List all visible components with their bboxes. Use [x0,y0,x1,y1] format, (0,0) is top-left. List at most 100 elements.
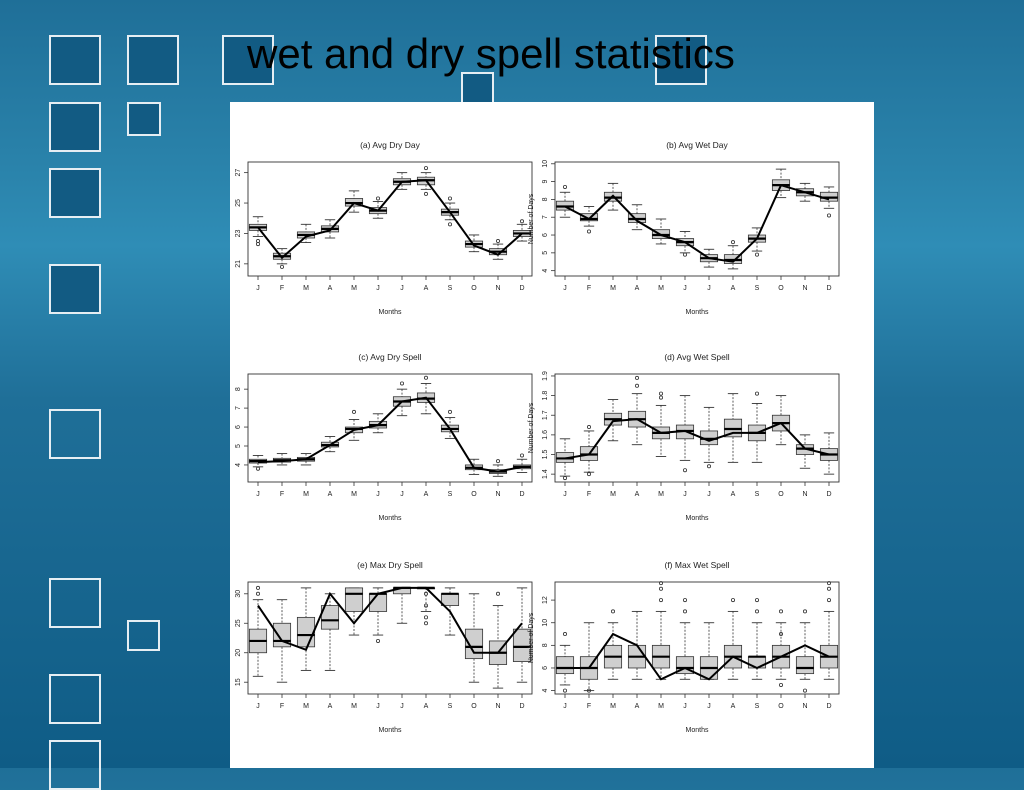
y-tick-label: 8 [542,197,549,201]
outlier-point [447,196,452,201]
x-tick-label: A [635,703,640,710]
y-tick-label: 1.6 [542,430,549,440]
outlier-point [423,615,428,620]
chart-title: (a) Avg Dry Day [360,140,421,150]
outlier-point [255,591,260,596]
y-tick-label: 12 [542,596,549,604]
box-J [248,585,268,677]
box-J [392,586,412,624]
x-tick-label: M [610,285,616,292]
box-O [464,593,484,683]
outlier-point [423,621,428,626]
x-axis-label: Months [686,515,709,522]
box-J [248,455,268,471]
x-tick-label: F [587,285,591,292]
box-O [771,609,791,687]
box-S [747,227,767,257]
x-axis-label: Months [686,727,709,734]
box-iqr [555,656,575,675]
outlier-point [255,585,260,590]
outlier-point [519,219,524,224]
outlier-point [827,598,832,603]
box-J [392,381,412,417]
x-tick-label: M [610,703,616,710]
outlier-point [495,459,500,464]
x-axis-label: Months [686,309,709,316]
y-tick-label: 8 [542,643,549,647]
x-tick-label: S [755,491,760,498]
x-tick-label: J [400,491,404,498]
x-tick-label: A [731,703,736,710]
observed-line [257,179,523,260]
box-J [699,622,719,680]
chart-2: (b) Avg Wet Day Number of Days Months 4 5 6 7 8… [528,140,840,316]
outlier-point [658,598,663,603]
x-tick-label: S [448,703,453,710]
outlier-point [255,466,260,471]
box-O [771,168,791,199]
y-tick-label: 15 [235,678,242,686]
x-tick-label: J [707,491,711,498]
outlier-point [730,598,735,603]
box-A [627,375,647,446]
x-axis-label: Months [379,515,402,522]
x-tick-label: M [658,703,664,710]
outlier-point [755,598,760,603]
x-tick-label: N [495,703,500,710]
box-M [344,587,364,636]
outlier-point [779,632,784,637]
box-iqr [795,656,815,675]
x-tick-label: S [755,703,760,710]
x-tick-label: J [563,703,567,710]
outlier-point [399,381,404,386]
observed-line [564,183,830,263]
box-N [488,459,508,477]
y-tick-label: 4 [542,689,549,693]
y-tick-label: 30 [235,590,242,598]
x-tick-label: A [328,491,333,498]
y-tick-label: 1.5 [542,450,549,460]
box-A [320,219,340,239]
outlier-point [827,213,832,218]
outlier-point [519,453,524,458]
outlier-point [755,609,760,614]
decor-square [222,35,274,85]
outlier-point [423,591,428,596]
chart-title: (f) Max Wet Spell [664,560,729,570]
x-axis-label: Months [379,309,402,316]
outlier-point [658,395,663,400]
chart-4: (d) Avg Wet Spell Number of Days Months 1.4… [528,352,840,522]
x-tick-label: J [683,703,687,710]
x-tick-label: A [731,285,736,292]
x-tick-label: J [376,703,380,710]
outlier-point [755,252,760,257]
observed-line [564,418,830,460]
outlier-point [706,464,711,469]
outlier-point [827,581,832,586]
x-tick-label: N [802,491,807,498]
x-tick-label: J [563,285,567,292]
outlier-point [658,581,663,586]
outlier-point [375,638,380,643]
box-F [579,425,599,477]
x-tick-label: J [683,285,687,292]
box-N [488,591,508,689]
x-tick-label: D [519,285,524,292]
y-tick-label: 23 [235,229,242,237]
x-tick-label: D [519,491,524,498]
plot-frame [247,373,533,483]
box-J [368,587,388,643]
box-D [512,587,532,683]
outlier-point [827,586,832,591]
outlier-point [682,252,687,257]
x-axis-label: Months [379,727,402,734]
box-N [795,609,815,693]
box-A [320,593,340,671]
x-tick-label: D [826,491,831,498]
box-D [819,186,839,218]
x-tick-label: J [707,703,711,710]
box-A [723,598,743,680]
x-tick-label: M [351,285,357,292]
decor-square [127,102,161,136]
outlier-point [280,264,285,269]
